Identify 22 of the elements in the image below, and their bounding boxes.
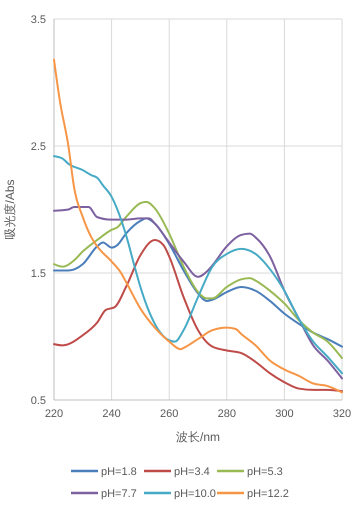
- y-axis-title: 吸光度/Abs: [3, 179, 17, 240]
- line-series: [53, 155, 343, 374]
- y-tick-label: 1.5: [30, 268, 46, 280]
- line-series: [53, 238, 343, 392]
- x-tick-label: 280: [218, 408, 236, 420]
- x-axis-title: 波长/nm: [176, 430, 220, 444]
- legend-label: pH=7.7: [101, 488, 137, 500]
- line-series: [53, 58, 343, 394]
- x-tick-label: 240: [102, 408, 121, 420]
- x-tick-label: 300: [275, 408, 294, 420]
- legend-label: pH=3.4: [174, 466, 210, 478]
- x-tick-label: 260: [160, 408, 178, 420]
- y-tick-label: 0.5: [30, 395, 46, 407]
- x-tick-label: 220: [44, 408, 64, 420]
- y-tick-label: 3.5: [30, 14, 46, 26]
- legend-label: pH=5.3: [247, 466, 283, 478]
- x-tick-label: 320: [332, 408, 352, 420]
- line-series: [53, 217, 343, 348]
- legend-label: pH=10.0: [174, 488, 216, 500]
- legend-label: pH=1.8: [101, 466, 137, 478]
- y-tick-label: 2.5: [30, 141, 46, 153]
- legend-label: pH=12.2: [247, 488, 289, 500]
